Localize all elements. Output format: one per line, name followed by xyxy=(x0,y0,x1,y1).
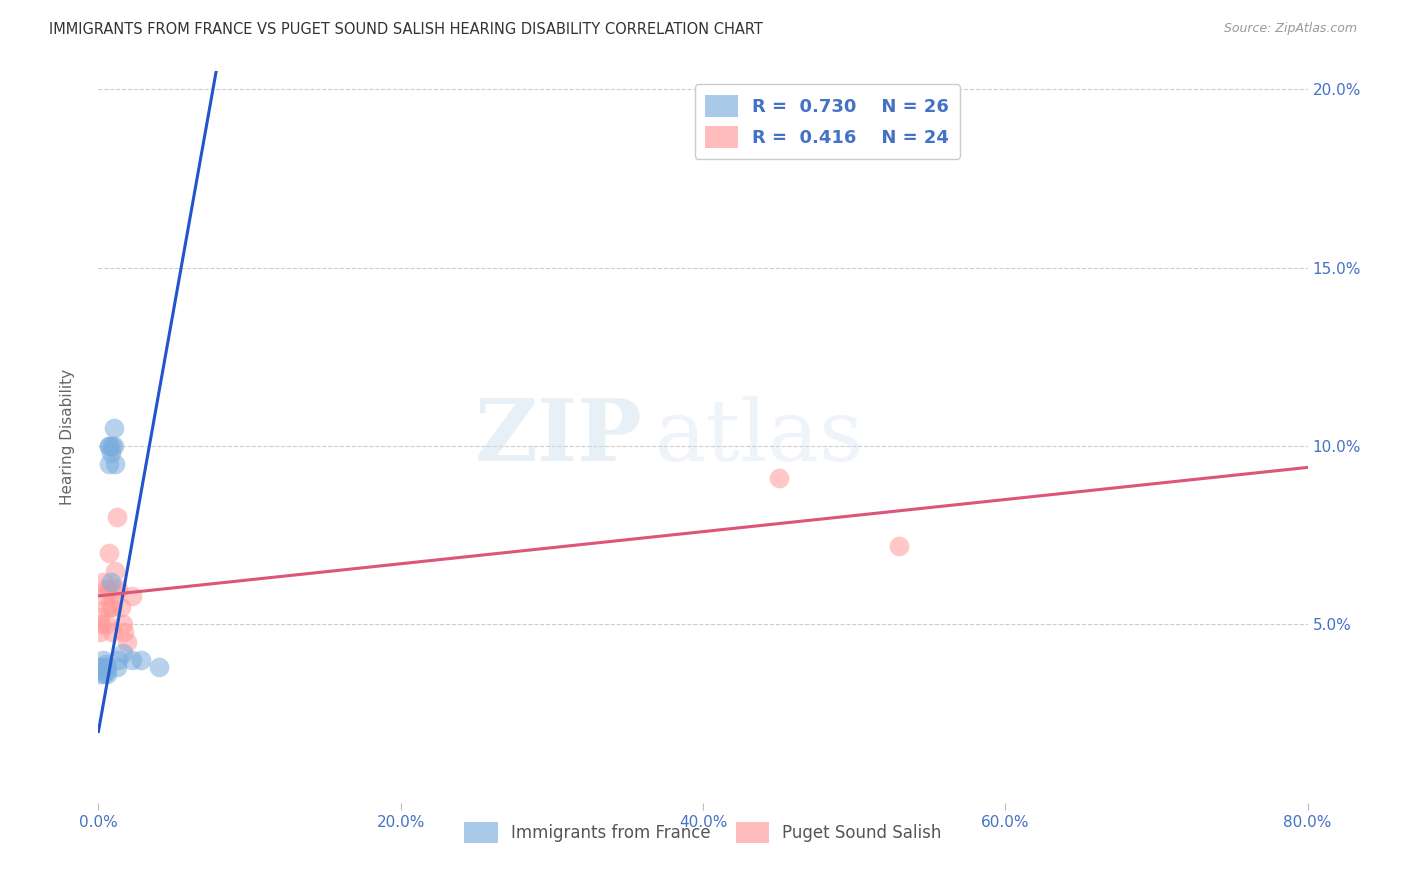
Point xyxy=(111,617,134,632)
Point xyxy=(889,539,911,553)
Point xyxy=(112,624,135,639)
Point xyxy=(93,589,115,603)
Point xyxy=(101,599,124,614)
Point xyxy=(115,635,138,649)
Point xyxy=(107,582,129,596)
Point xyxy=(101,439,124,453)
Point xyxy=(98,439,121,453)
Point xyxy=(105,660,128,674)
Point xyxy=(111,646,134,660)
Point xyxy=(93,660,115,674)
Point xyxy=(94,617,117,632)
Text: ZIP: ZIP xyxy=(475,395,643,479)
Point xyxy=(110,599,132,614)
Point xyxy=(768,471,790,485)
Point xyxy=(105,510,128,524)
Point xyxy=(91,664,114,678)
Point xyxy=(91,574,114,589)
Point xyxy=(98,582,121,596)
Point xyxy=(94,657,117,671)
Point xyxy=(129,653,152,667)
Y-axis label: Hearing Disability: Hearing Disability xyxy=(60,369,75,505)
Point xyxy=(94,664,117,678)
Point xyxy=(91,653,114,667)
Point xyxy=(96,660,118,674)
Point xyxy=(107,653,129,667)
Point xyxy=(103,582,125,596)
Text: atlas: atlas xyxy=(655,395,863,479)
Point xyxy=(101,624,124,639)
Point xyxy=(100,446,122,460)
Point xyxy=(96,667,118,681)
Point xyxy=(148,660,170,674)
Point xyxy=(98,439,121,453)
Point xyxy=(89,624,111,639)
Point xyxy=(98,546,121,560)
Point xyxy=(103,439,125,453)
Point xyxy=(100,574,122,589)
Point xyxy=(94,582,117,596)
Point xyxy=(100,599,122,614)
Point xyxy=(103,421,125,435)
Point xyxy=(93,667,115,681)
Point xyxy=(121,589,143,603)
Point xyxy=(90,617,112,632)
Point xyxy=(90,660,112,674)
Point xyxy=(104,564,127,578)
Text: IMMIGRANTS FROM FRANCE VS PUGET SOUND SALISH HEARING DISABILITY CORRELATION CHAR: IMMIGRANTS FROM FRANCE VS PUGET SOUND SA… xyxy=(49,22,763,37)
Point xyxy=(96,599,118,614)
Point xyxy=(89,660,111,674)
Point xyxy=(89,610,111,624)
Text: Source: ZipAtlas.com: Source: ZipAtlas.com xyxy=(1223,22,1357,36)
Point xyxy=(121,653,143,667)
Point xyxy=(90,667,112,681)
Point xyxy=(104,457,127,471)
Point xyxy=(98,457,121,471)
Legend: Immigrants from France, Puget Sound Salish: Immigrants from France, Puget Sound Sali… xyxy=(458,815,948,849)
